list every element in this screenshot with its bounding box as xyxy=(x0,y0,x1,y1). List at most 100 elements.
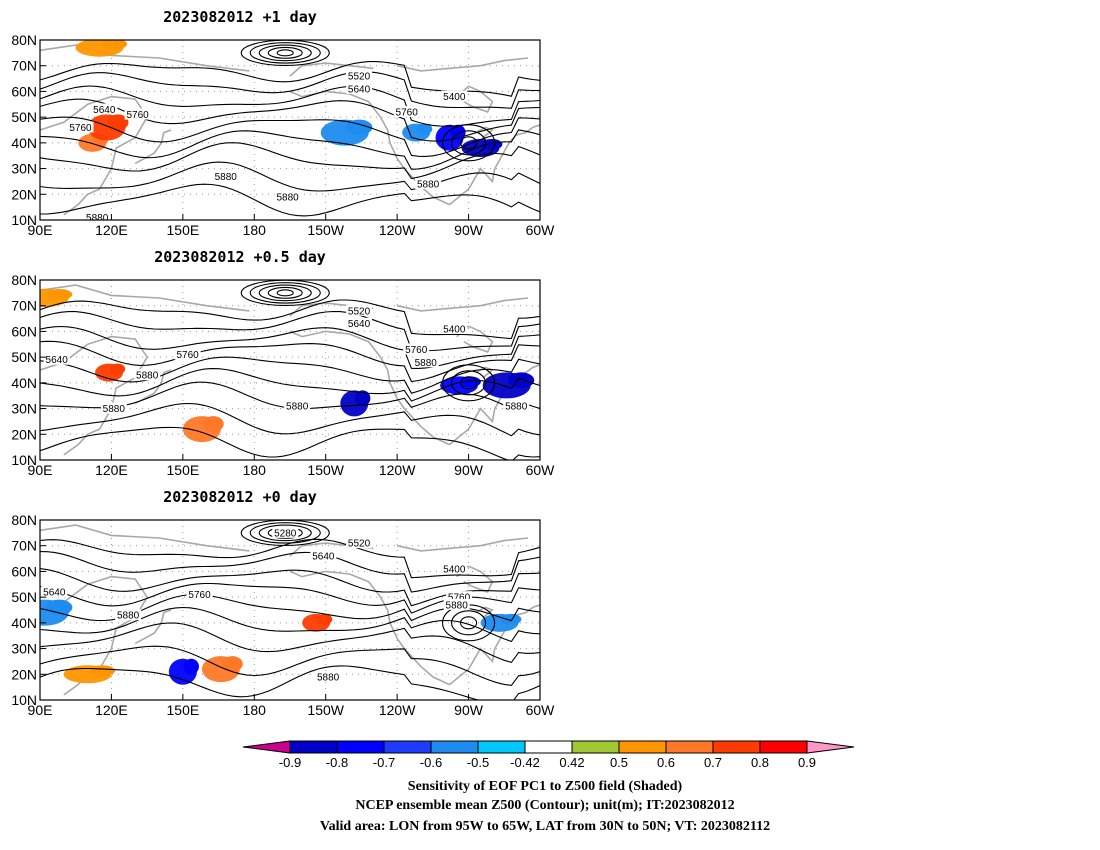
contour-label: 5640 xyxy=(348,84,371,95)
coastline xyxy=(289,330,382,358)
contour-label: 5880 xyxy=(86,213,109,224)
map-panel-1: 2023082012 +1 day55205640540057605760564… xyxy=(11,8,555,238)
z500-contour xyxy=(258,524,312,542)
contour-label-bg xyxy=(310,550,337,561)
y-tick-label: 70N xyxy=(11,298,37,314)
contour-label: 5760 xyxy=(405,345,428,356)
panel-title: 2023082012 +0 day xyxy=(163,488,317,506)
x-tick-label: 180 xyxy=(243,222,267,238)
y-tick-label: 80N xyxy=(11,32,37,48)
contour-label: 5760 xyxy=(69,123,92,134)
coastline xyxy=(134,369,172,405)
contour-label: 5880 xyxy=(446,600,469,611)
coastline xyxy=(379,356,450,446)
contour-label-bg xyxy=(403,343,430,355)
z500-contour xyxy=(40,98,540,142)
contour-label: 5880 xyxy=(136,371,159,382)
z500-contour xyxy=(276,49,294,57)
shaded-region xyxy=(88,665,116,677)
shaded-region xyxy=(481,139,503,150)
contour-label-bg xyxy=(115,609,142,621)
z500-contour xyxy=(40,85,540,127)
y-tick-label: 50N xyxy=(11,349,37,365)
z500-contour xyxy=(40,426,540,460)
contour-label: 5880 xyxy=(417,180,440,191)
x-tick-label: 150W xyxy=(307,462,344,478)
shaded-region xyxy=(107,114,129,131)
shaded-region xyxy=(100,40,128,50)
shaded-region xyxy=(354,390,371,407)
colorbar-box xyxy=(383,740,432,754)
z500-contour xyxy=(40,356,540,394)
colorbar-box xyxy=(618,740,667,754)
contour-label: 5640 xyxy=(312,552,335,563)
y-tick-label: 60N xyxy=(11,83,37,99)
contour-label-bg xyxy=(441,562,468,574)
map-frame xyxy=(39,279,541,461)
x-tick-label: 90W xyxy=(454,222,484,238)
z500-contour xyxy=(40,368,540,402)
y-tick-label: 20N xyxy=(11,186,37,202)
z500-contour xyxy=(40,71,540,109)
coastline xyxy=(289,90,382,118)
colorbar-box xyxy=(665,740,714,754)
coastline xyxy=(289,570,382,598)
shaded-region xyxy=(202,416,224,432)
coastline xyxy=(396,537,529,552)
contour-label: 5880 xyxy=(415,358,438,369)
contour-label-bg xyxy=(212,170,239,182)
caption-line-1: Sensitivity of EOF PC1 to Z500 field (Sh… xyxy=(408,779,683,794)
colorbar-tick-label: -0.42 xyxy=(510,755,540,770)
z500-contour xyxy=(460,376,478,390)
contour-label: 5760 xyxy=(448,593,471,604)
y-tick-label: 10N xyxy=(11,452,37,468)
z500-contour xyxy=(249,282,321,304)
contour-label-bg xyxy=(174,348,201,360)
z500-contour xyxy=(40,129,540,170)
x-tick-label: 60W xyxy=(526,462,556,478)
colorbar-tick-label: 0.7 xyxy=(704,755,722,770)
shaded-region xyxy=(416,123,433,135)
z500-contour xyxy=(40,665,540,700)
y-tick-label: 80N xyxy=(11,512,37,528)
shaded-region xyxy=(316,613,333,625)
y-tick-label: 20N xyxy=(11,666,37,682)
x-tick-label: 150W xyxy=(307,702,344,718)
z500-contour xyxy=(258,284,312,302)
y-tick-label: 30N xyxy=(11,401,37,417)
z500-contour xyxy=(40,299,540,340)
colorbar-box xyxy=(289,740,338,754)
y-tick-label: 40N xyxy=(11,615,37,631)
coastline xyxy=(289,62,374,77)
contour-label-bg xyxy=(346,70,373,81)
shaded-region xyxy=(507,372,535,389)
z500-contour xyxy=(276,289,294,297)
z500-contour xyxy=(258,44,312,62)
colorbar-over-triangle xyxy=(806,740,855,754)
panel-title: 2023082012 +0.5 day xyxy=(154,248,326,266)
coastline xyxy=(40,524,250,552)
contour-label-bg xyxy=(443,598,470,610)
y-tick-label: 80N xyxy=(11,272,37,288)
colorbar-tick-label: 0.9 xyxy=(798,755,816,770)
colorbar-tick-label: -0.9 xyxy=(279,755,301,770)
contour-label: 5880 xyxy=(505,402,528,413)
x-tick-label: 60W xyxy=(526,222,556,238)
coastline xyxy=(475,606,495,619)
contour-label: 5640 xyxy=(43,588,66,599)
contour-label-bg xyxy=(274,190,301,202)
shaded-region xyxy=(221,656,243,672)
contour-label: 5760 xyxy=(188,590,211,601)
z500-contour xyxy=(451,370,487,396)
contour-label: 5880 xyxy=(103,404,126,415)
x-tick-label: 120E xyxy=(95,462,128,478)
colorbar-box xyxy=(571,740,620,754)
map-frame xyxy=(39,519,541,701)
coastline xyxy=(134,609,172,645)
coastline xyxy=(379,116,450,206)
colorbar-tick-label: -0.6 xyxy=(420,755,442,770)
contour-label: 5880 xyxy=(215,172,238,183)
colorbar-under-triangle xyxy=(242,740,291,754)
contour-label-bg xyxy=(43,353,70,365)
